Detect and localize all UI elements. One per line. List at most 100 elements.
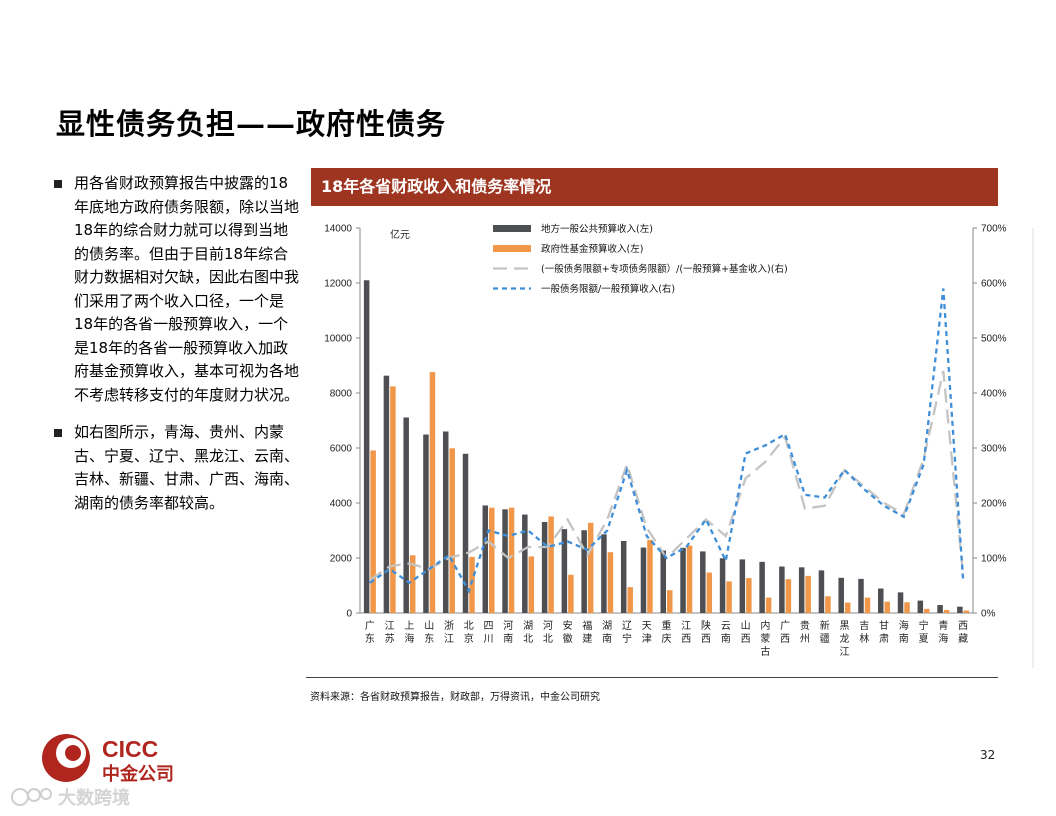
category-label: 山西 <box>741 620 751 645</box>
category-label: 海南 <box>899 619 909 645</box>
bar-general-revenue <box>917 600 924 613</box>
bar-fund-revenue <box>686 545 693 613</box>
category-label: 湖北 <box>523 620 533 645</box>
left-tick-label: 4000 <box>330 499 353 510</box>
left-tick-label: 6000 <box>330 444 353 455</box>
category-label: 黑龙江 <box>839 620 849 658</box>
category-label: 四川 <box>484 621 494 645</box>
category-label: 江苏 <box>385 620 395 645</box>
category-label: 云南 <box>721 621 731 645</box>
bar-general-revenue <box>739 559 746 613</box>
category-label: 上海 <box>404 620 414 645</box>
bar-general-revenue <box>779 566 785 613</box>
category-label: 甘肃 <box>879 619 889 645</box>
category-label: 广东 <box>365 620 375 645</box>
line-general-debt-ratio <box>369 288 965 594</box>
bar-fund-revenue <box>746 578 752 613</box>
bar-general-revenue <box>423 434 429 613</box>
category-label: 浙江 <box>444 620 454 645</box>
chart-header: 18年各省财政收入和债务率情况 <box>311 168 998 206</box>
bar-fund-revenue <box>765 597 772 613</box>
category-label: 北京 <box>464 620 474 645</box>
bar-general-revenue <box>522 514 528 613</box>
bar-fund-revenue <box>647 539 653 613</box>
watermark-logo-icon <box>11 788 52 806</box>
bar-fund-revenue <box>785 579 792 613</box>
category-label: 贵州 <box>800 619 810 645</box>
bar-general-revenue <box>719 558 726 613</box>
category-label: 江西 <box>681 620 691 645</box>
right-tick-label: 300% <box>981 444 1007 455</box>
legend-label: 政府性基金预算收入(左) <box>541 243 643 255</box>
bar-fund-revenue <box>924 608 930 613</box>
right-tick-label: 600% <box>981 279 1007 290</box>
page-title: 显性债务负担——政府性债务 <box>56 107 447 141</box>
category-label: 湖南 <box>602 620 612 645</box>
legend-label: 一般债务限额/一般预算收入(右) <box>541 283 675 295</box>
left-tick-label: 8000 <box>330 389 353 400</box>
bar-fund-revenue <box>884 601 891 613</box>
bar-general-revenue <box>957 606 963 613</box>
bar-general-revenue <box>601 534 607 613</box>
bar-fund-revenue <box>449 448 455 613</box>
bar-general-revenue <box>878 588 884 613</box>
bar-general-revenue <box>858 578 864 613</box>
bar-fund-revenue <box>844 602 851 613</box>
bar-fund-revenue <box>528 556 535 613</box>
bar-general-revenue <box>838 577 844 613</box>
bar-general-revenue <box>660 550 666 613</box>
square-bullet-icon <box>54 180 62 188</box>
bullet-item-2: 如右图所示，青海、贵州、内蒙古、宁夏、辽宁、黑龙江、云南、吉林、新疆、甘肃、广西… <box>52 421 302 515</box>
bar-fund-revenue <box>805 575 811 613</box>
bullet-list: 用各省财政预算报告中披露的18年底地方政府债务限额，除以当地18年的综合财力就可… <box>52 172 302 529</box>
bar-general-revenue <box>462 453 469 613</box>
bar-general-revenue <box>700 551 706 613</box>
right-tick-label: 100% <box>981 554 1007 565</box>
logo-text-en: CICC <box>102 736 158 762</box>
category-label: 吉林 <box>859 620 869 645</box>
category-label: 新疆 <box>820 619 830 645</box>
bar-fund-revenue <box>370 450 376 613</box>
bar-fund-revenue <box>706 572 713 613</box>
left-tick-label: 12000 <box>324 279 352 290</box>
bar-general-revenue <box>759 561 765 613</box>
bullet-item-1: 用各省财政预算报告中披露的18年底地方政府债务限额，除以当地18年的综合财力就可… <box>52 172 302 407</box>
right-tick-label: 0% <box>981 609 996 620</box>
bar-general-revenue <box>680 547 686 613</box>
bar-fund-revenue <box>963 610 970 613</box>
bar-general-revenue <box>798 567 805 613</box>
bar-fund-revenue <box>587 522 594 613</box>
bar-general-revenue <box>937 605 943 613</box>
category-label: 山东 <box>424 620 434 645</box>
watermark-text: 大数跨境 <box>58 787 130 809</box>
right-tick-label: 700% <box>981 224 1007 235</box>
bar-fund-revenue <box>627 587 633 613</box>
source-note: 资料来源：各省财政预算报告，财政部，万得资讯，中金公司研究 <box>310 692 600 703</box>
category-label: 天津 <box>642 621 652 645</box>
bar-fund-revenue <box>429 372 436 613</box>
watermark: 大数跨境 <box>11 787 130 809</box>
line-total-debt-ratio <box>369 370 965 581</box>
right-tick-label: 200% <box>981 499 1007 510</box>
bar-general-revenue <box>482 505 489 613</box>
category-label: 青海 <box>938 619 948 645</box>
bar-fund-revenue <box>607 552 614 613</box>
page-number: 32 <box>980 748 996 762</box>
bullet-text-2: 如右图所示，青海、贵州、内蒙古、宁夏、辽宁、黑龙江、云南、吉林、新疆、甘肃、广西… <box>74 423 300 512</box>
bar-general-revenue <box>541 521 548 613</box>
bar-fund-revenue <box>825 596 831 613</box>
category-label: 河北 <box>543 620 553 645</box>
bullet-text-1: 用各省财政预算报告中披露的18年底地方政府债务限额，除以当地18年的综合财力就可… <box>74 174 300 404</box>
bar-fund-revenue <box>943 609 950 613</box>
debt-revenue-chart: 0 2000 4000 6000 8000 10000 12000 14000 0% 100% 20… <box>324 223 1034 668</box>
category-label: 安徽 <box>563 619 573 645</box>
category-label: 陕西 <box>701 619 711 645</box>
bar-general-revenue <box>561 529 568 613</box>
category-label: 河南 <box>503 620 513 645</box>
left-tick-label: 0 <box>346 609 352 620</box>
bar-fund-revenue <box>548 516 554 613</box>
left-tick-label: 10000 <box>324 334 352 345</box>
left-tick-label: 14000 <box>324 224 352 235</box>
bar-fund-revenue <box>469 556 475 613</box>
legend-swatch <box>493 245 531 252</box>
